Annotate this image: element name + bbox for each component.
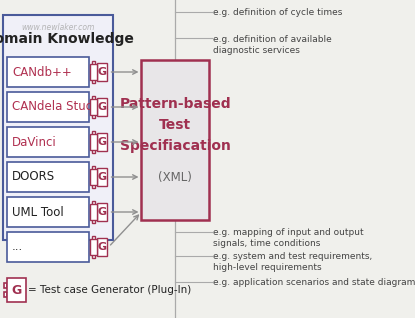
Bar: [97, 133, 107, 151]
Text: Domain Knowledge: Domain Knowledge: [0, 32, 133, 46]
Bar: [92, 149, 95, 153]
Bar: [92, 166, 95, 170]
Text: (XML): (XML): [159, 171, 192, 184]
Bar: [7, 92, 89, 122]
Bar: [90, 204, 97, 220]
Text: G: G: [98, 242, 107, 252]
Text: G: G: [98, 102, 107, 112]
Bar: [142, 60, 209, 220]
Text: G: G: [98, 172, 107, 182]
Bar: [7, 162, 89, 192]
Text: G: G: [11, 284, 22, 296]
Bar: [97, 168, 107, 186]
Bar: [92, 236, 95, 240]
Bar: [92, 219, 95, 223]
Text: CANdb++: CANdb++: [12, 66, 72, 79]
Bar: [92, 184, 95, 188]
Text: CANdela Studio: CANdela Studio: [12, 100, 104, 114]
Bar: [97, 63, 107, 81]
Text: G: G: [98, 137, 107, 147]
Bar: [92, 201, 95, 205]
Bar: [7, 278, 26, 302]
Text: e.g. mapping of input and output
signals, time conditions: e.g. mapping of input and output signals…: [213, 228, 364, 248]
Bar: [7, 127, 89, 157]
Text: e.g. application scenarios and state diagrams,: e.g. application scenarios and state dia…: [213, 278, 415, 287]
Text: G: G: [98, 67, 107, 77]
Bar: [97, 238, 107, 256]
Text: UML Tool: UML Tool: [12, 205, 63, 218]
Bar: [92, 61, 95, 65]
Text: www.newlaker.com: www.newlaker.com: [21, 23, 95, 32]
Bar: [90, 64, 97, 80]
Bar: [97, 203, 107, 221]
Bar: [97, 98, 107, 116]
Text: = Test case Generator (Plug-In): = Test case Generator (Plug-In): [28, 285, 192, 295]
Bar: [90, 99, 97, 115]
Bar: [92, 131, 95, 135]
Bar: [7, 197, 89, 227]
Bar: [92, 96, 95, 100]
Text: e.g. definition of cycle times: e.g. definition of cycle times: [213, 8, 343, 17]
Bar: [90, 239, 97, 255]
Bar: [92, 79, 95, 83]
Text: ...: ...: [12, 240, 23, 253]
Bar: [90, 134, 97, 150]
Text: G: G: [98, 207, 107, 217]
Bar: [92, 254, 95, 258]
Text: DaVinci: DaVinci: [12, 135, 56, 149]
Bar: [7, 232, 89, 262]
Bar: [4, 292, 7, 297]
Bar: [4, 283, 7, 288]
Bar: [7, 57, 89, 87]
Bar: [3, 15, 113, 240]
Bar: [92, 114, 95, 118]
Bar: [90, 169, 97, 185]
Text: Pattern-based
Test
Specifiacation: Pattern-based Test Specifiacation: [120, 97, 231, 153]
Text: DOORS: DOORS: [12, 170, 55, 183]
Text: e.g. system and test requirements,
high-level requirements: e.g. system and test requirements, high-…: [213, 252, 372, 272]
Text: e.g. definition of available
diagnostic services: e.g. definition of available diagnostic …: [213, 35, 332, 55]
